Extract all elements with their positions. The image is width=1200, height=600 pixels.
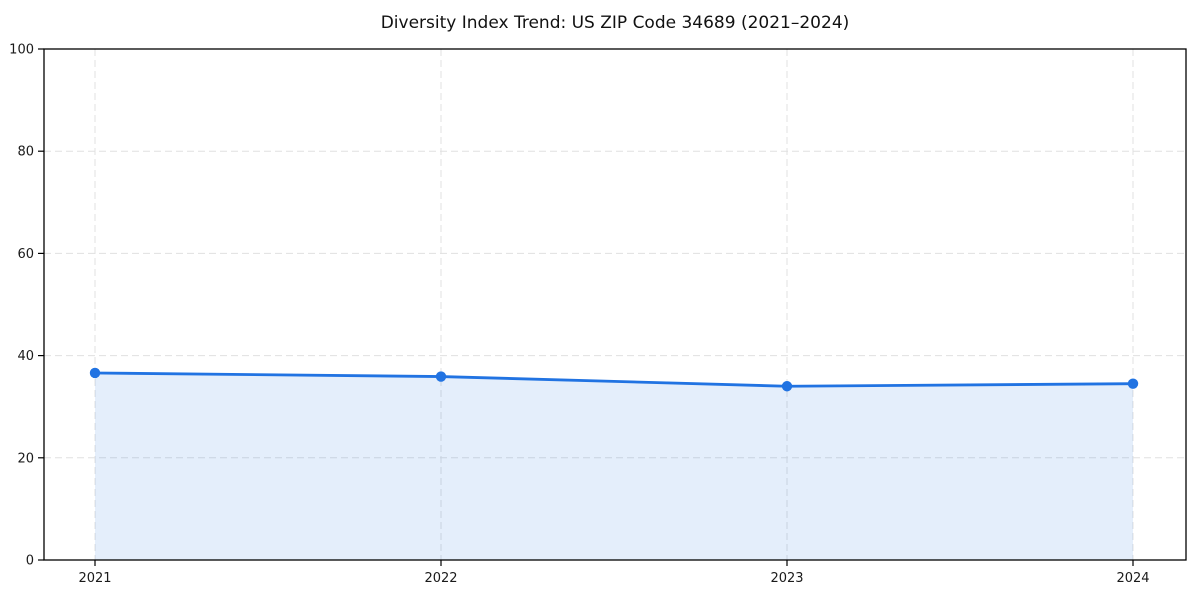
data-point-marker xyxy=(435,371,447,382)
y-tick-label: 20 xyxy=(17,451,34,466)
y-tick-label: 100 xyxy=(9,43,34,58)
data-point-markers xyxy=(89,367,1139,392)
x-tick-label: 2024 xyxy=(1116,571,1149,586)
axis-tick-labels: 0 20 40 60 80 100 2021 2022 2023 2024 xyxy=(9,43,1149,587)
plot-border xyxy=(43,48,1187,561)
data-point-marker xyxy=(89,367,101,379)
area-fill xyxy=(95,372,1133,560)
y-tick-label: 40 xyxy=(17,349,34,364)
data-point-marker xyxy=(1127,378,1139,389)
data-point-marker xyxy=(781,381,793,392)
x-tick-label: 2022 xyxy=(424,571,457,586)
y-tick-label: 60 xyxy=(17,247,34,262)
chart-title: Diversity Index Trend: US ZIP Code 34689… xyxy=(380,13,850,33)
x-tick-label: 2023 xyxy=(770,571,803,586)
y-tick-label: 80 xyxy=(17,145,34,160)
y-tick-label: 0 xyxy=(26,554,34,569)
gridlines xyxy=(44,49,1186,560)
x-tick-label: 2021 xyxy=(78,571,111,586)
trend-line xyxy=(93,371,1135,388)
axis-ticks xyxy=(38,48,1134,566)
